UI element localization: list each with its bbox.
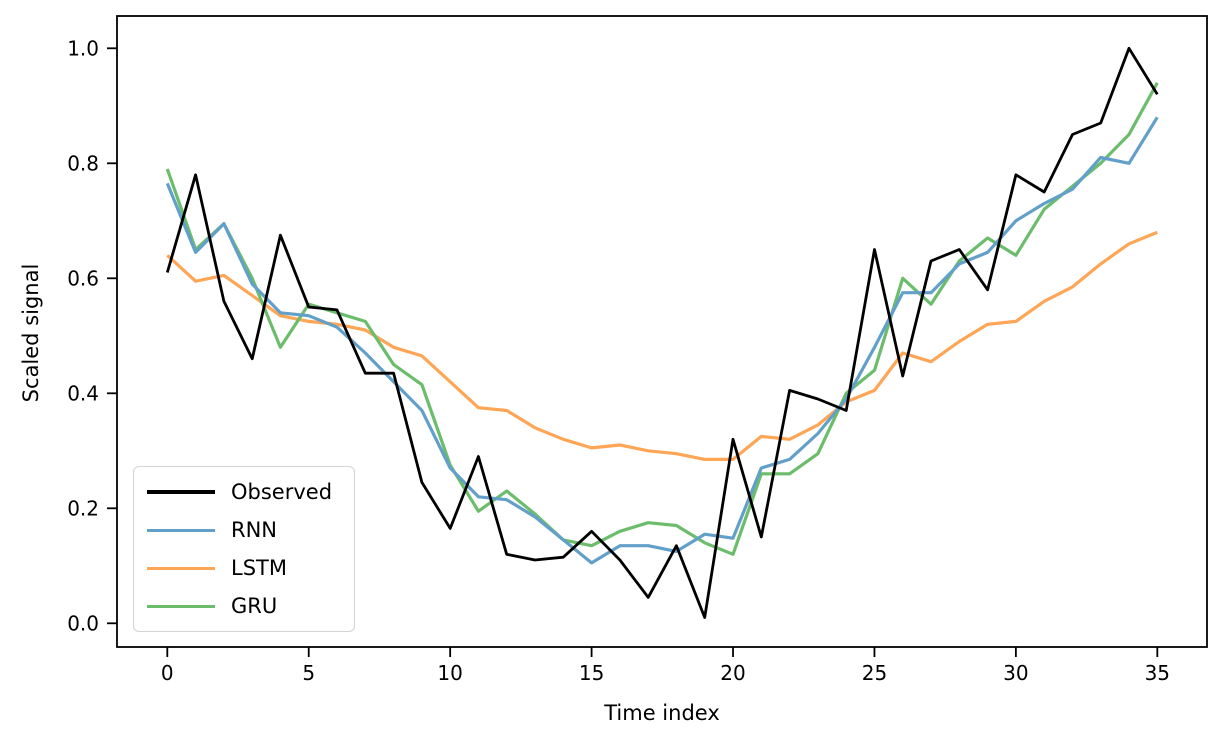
x-tick-label: 15 [579,661,604,685]
x-tick-label: 30 [1003,661,1028,685]
legend: Observed RNN LSTM GRU [133,466,355,632]
x-tick-label: 0 [161,661,174,685]
series-line-observed [165,46,1159,619]
legend-line-observed [147,490,215,494]
legend-label-gru: GRU [231,593,278,618]
legend-entry-rnn: RNN [134,511,354,549]
legend-entry-observed: Observed [134,473,354,511]
y-tick-label: 0.6 [67,266,99,290]
series-line-rnn [165,116,1159,565]
legend-label-lstm: LSTM [231,555,287,580]
x-tick-label: 35 [1145,661,1170,685]
legend-entry-gru: GRU [134,587,354,625]
series-line-gru [165,82,1159,556]
y-tick-label: 0.4 [67,381,99,405]
x-tick-label: 10 [437,661,462,685]
y-axis-label: Scaled signal [19,263,43,403]
legend-label-observed: Observed [231,479,333,504]
y-tick-label: 0.2 [67,496,99,520]
y-tick-label: 0.8 [67,151,99,175]
y-tick-label: 0.0 [67,611,99,635]
y-tick-label: 1.0 [67,36,99,60]
legend-line-rnn [147,528,215,532]
legend-label-rnn: RNN [231,517,278,542]
y-axis-ticks: 0.0 0.2 0.4 0.6 0.8 1.0 [67,36,117,635]
x-axis-label: Time index [604,701,720,725]
x-tick-label: 20 [720,661,745,685]
plot-area-frame [116,15,1208,648]
legend-line-lstm [147,566,215,570]
x-tick-label: 5 [302,661,315,685]
x-axis-ticks: 0 5 10 15 20 25 30 35 [161,647,1170,685]
legend-line-gru [147,604,215,608]
series-line-lstm [166,230,1158,461]
series-lines [165,46,1159,619]
legend-entry-lstm: LSTM [134,549,354,587]
x-tick-label: 25 [862,661,887,685]
